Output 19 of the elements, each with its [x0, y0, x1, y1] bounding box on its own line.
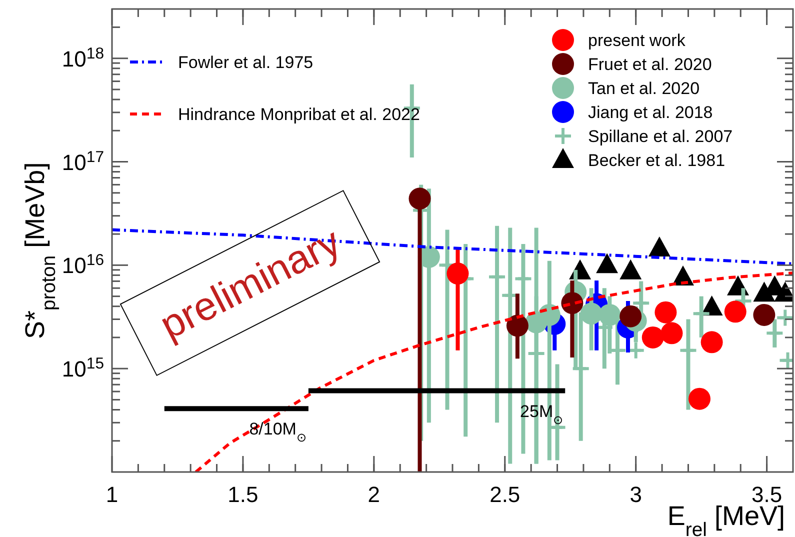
x-tick-label: 2.5: [490, 482, 520, 507]
legend-label: Fruet et al. 2020: [588, 55, 712, 74]
legend-label: Fowler et al. 1975: [178, 53, 314, 72]
y-tick-label: 10$^{15}$: [62, 355, 104, 382]
legend-label: Becker et al. 1981: [588, 151, 726, 170]
y-tick-label: 10$^{16}$: [62, 252, 104, 278]
y-tick-label: 10$^{18}$: [62, 44, 104, 72]
x-tick-label: 1: [106, 482, 118, 507]
x-tick-label: 1.5: [228, 482, 258, 507]
legend-label: Hindrance Monpribat et al. 2022: [178, 105, 420, 124]
annotation: 8/10M$_{⊙}$: [249, 420, 306, 445]
x-tick-label: 3: [630, 482, 642, 507]
y-tick-label: 10$^{17}$: [62, 148, 104, 175]
annotation: 25M$_{⊙}$: [520, 402, 564, 427]
legend-label: Tan et al. 2020: [588, 79, 700, 98]
legend-label: Spillane et al. 2007: [588, 127, 733, 146]
x-tick-label: 2: [368, 482, 380, 507]
legend-label: present work: [588, 31, 686, 50]
legend-label: Jiang et al. 2018: [588, 103, 713, 122]
